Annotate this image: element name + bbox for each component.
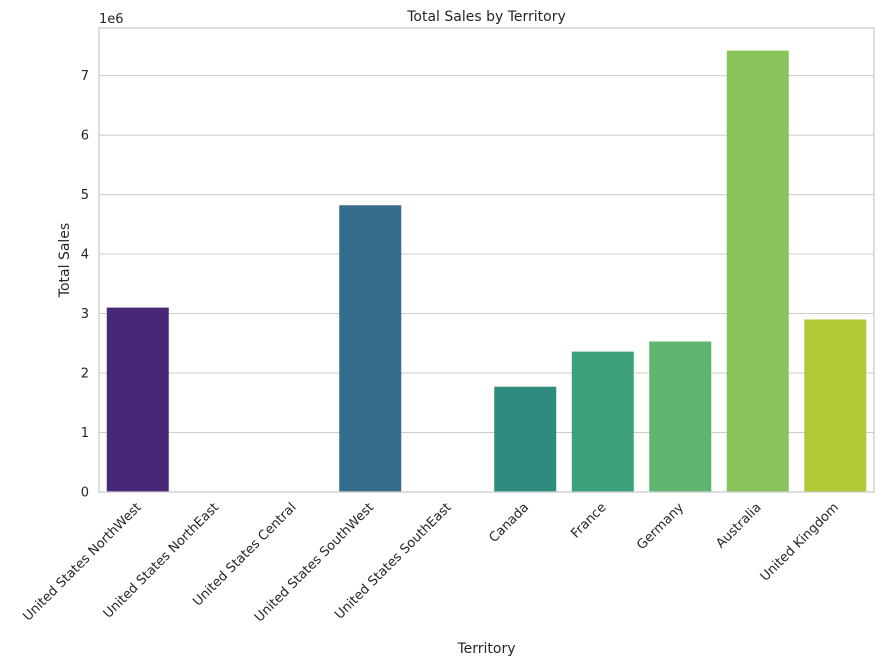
bar — [494, 386, 557, 492]
y-tick-label: 6 — [81, 129, 89, 144]
y-tick-label: 5 — [81, 188, 89, 203]
gridlines — [99, 75, 874, 493]
bar — [804, 319, 867, 492]
y-tick-label: 1 — [81, 426, 89, 441]
bars — [106, 50, 867, 492]
y-tick-label: 4 — [81, 248, 89, 263]
bar — [726, 50, 789, 492]
x-axis-label: Territory — [456, 641, 515, 657]
x-tick-label: United Kingdom — [758, 500, 842, 584]
y-tick-labels: 0 1 2 3 4 5 6 7 — [81, 69, 89, 500]
x-tick-label: Canada — [486, 500, 532, 546]
bar — [339, 205, 402, 492]
y-tick-label: 0 — [81, 486, 89, 501]
y-axis-label: Total Sales — [57, 223, 73, 298]
bar — [106, 307, 169, 492]
x-tick-label: Australia — [713, 500, 764, 551]
y-tick-label: 7 — [81, 69, 89, 84]
y-tick-label: 3 — [81, 307, 89, 322]
bar — [571, 351, 634, 492]
plot-frame — [98, 27, 875, 493]
x-tick-label: Germany — [634, 500, 687, 553]
y-offset-label: 1e6 — [99, 12, 124, 27]
bar — [649, 341, 712, 492]
y-tick-label: 2 — [81, 367, 89, 382]
chart-title: Total Sales by Territory — [406, 9, 566, 25]
x-tick-label: France — [568, 500, 609, 541]
